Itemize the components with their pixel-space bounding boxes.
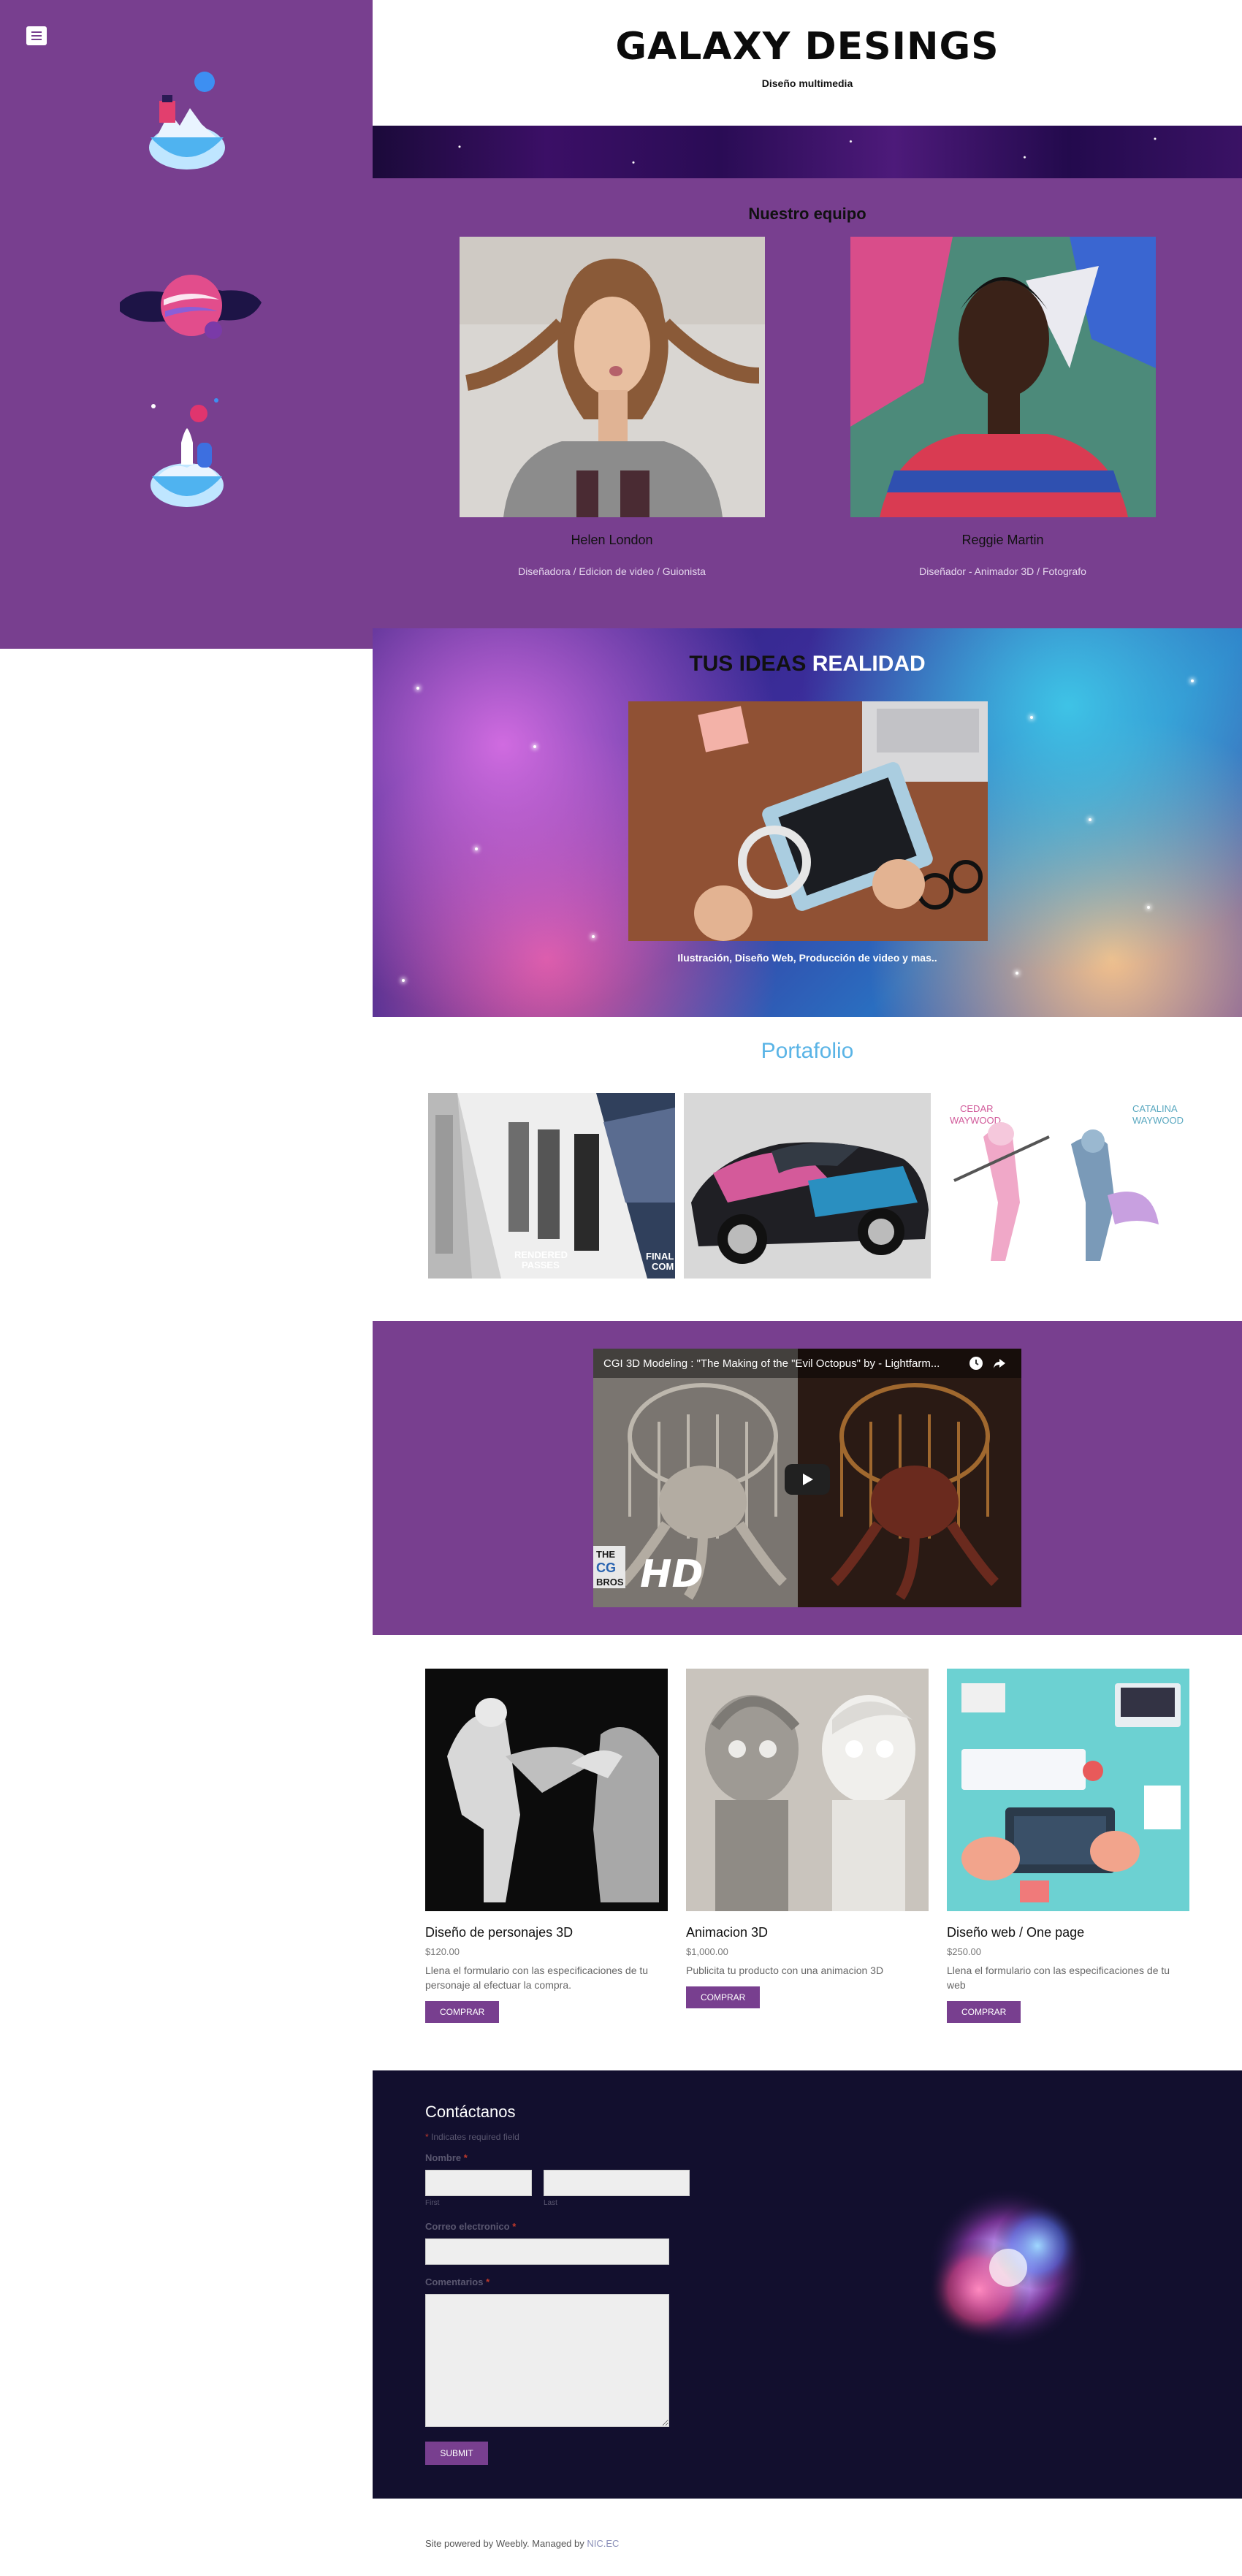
member-photo xyxy=(850,237,1156,517)
buy-button[interactable]: COMPRAR xyxy=(425,2001,500,2023)
email-label: Correo electronico * xyxy=(425,2221,517,2232)
video-thumbnail: THE CG BROS HD xyxy=(593,1349,1021,1607)
member-photo xyxy=(459,237,765,517)
product-name[interactable]: Diseño de personajes 3D xyxy=(425,1925,574,1940)
required-note: * Indicates required field xyxy=(425,2132,519,2142)
hd-badge: HD xyxy=(640,1552,704,1596)
team-member: Reggie Martin Diseñador - Animador 3D / … xyxy=(850,237,1156,577)
hamburger-menu-button[interactable] xyxy=(26,26,47,45)
buy-button[interactable]: COMPRAR xyxy=(947,2001,1021,2023)
site-title[interactable]: GALAXY DESINGS xyxy=(615,25,999,69)
product-price: $250.00 xyxy=(947,1946,981,1957)
contact-title: Contáctanos xyxy=(425,2103,516,2121)
character-label: WAYWOOD xyxy=(950,1115,1001,1126)
site-subtitle: Diseño multimedia xyxy=(761,77,853,89)
product-card: Diseño de personajes 3D $120.00 Llena el… xyxy=(425,1669,668,2023)
character-label: CATALINA xyxy=(1132,1103,1178,1114)
play-button[interactable] xyxy=(785,1464,830,1495)
team-section: Nuestro equipo Helen London Diseñadora /… xyxy=(373,178,1242,628)
renders-label: RENDERED xyxy=(514,1249,568,1260)
product-card: Diseño web / One page $250.00 Llena el f… xyxy=(947,1669,1189,2023)
first-name-input[interactable] xyxy=(425,2170,532,2196)
comments-textarea[interactable] xyxy=(425,2294,669,2427)
contact-section: Contáctanos * Indicates required field N… xyxy=(373,2070,1242,2499)
last-label: Last xyxy=(544,2199,557,2207)
product-name[interactable]: Animacion 3D xyxy=(686,1925,769,1940)
car-render-image xyxy=(684,1093,931,1279)
site-footer: Site powered by Weebly. Managed by NIC.E… xyxy=(425,2538,620,2549)
workspace-image xyxy=(628,701,988,941)
character-label: CEDAR xyxy=(960,1103,994,1114)
hamburger-icon xyxy=(31,31,42,33)
sidebar xyxy=(0,0,373,649)
member-name: Helen London xyxy=(571,533,653,547)
last-name-input[interactable] xyxy=(544,2170,690,2196)
ideas-caption: Ilustración, Diseño Web, Producción de v… xyxy=(677,952,937,964)
ideas-section: TUS IDEAS REALIDAD Ilustración, Diseño W… xyxy=(373,628,1242,1017)
brand-logo-text: THE xyxy=(596,1549,615,1560)
video-section: THE CG BROS HD CGI 3D Modeling : "The Ma… xyxy=(373,1321,1242,1635)
member-name: Reggie Martin xyxy=(961,533,1044,547)
brand-logo-text: BROS xyxy=(596,1577,624,1588)
portfolio-item-renders[interactable]: RENDERED PASSES FINAL COM xyxy=(428,1093,675,1279)
ideas-title: TUS IDEAS REALIDAD xyxy=(689,652,926,676)
submit-button[interactable]: SUBMIT xyxy=(425,2442,488,2465)
brand-logo-text: CG xyxy=(596,1561,616,1575)
team-member: Helen London Diseñadora / Edicion de vid… xyxy=(459,237,765,577)
renders-label: PASSES xyxy=(522,1260,560,1270)
team-title: Nuestro equipo xyxy=(748,205,866,223)
product-image[interactable] xyxy=(947,1669,1189,1911)
character-label: WAYWOOD xyxy=(1132,1115,1184,1126)
portfolio-item-characters[interactable]: CEDAR WAYWOOD CATALINA WAYWOOD xyxy=(940,1093,1186,1279)
portfolio-item-car[interactable] xyxy=(684,1093,931,1279)
product-description: Llena el formulario con las especificaci… xyxy=(425,1965,649,1991)
main-content: GALAXY DESINGS Diseño multimedia Nuestro… xyxy=(373,0,1242,2576)
buy-button[interactable]: COMPRAR xyxy=(686,1986,761,2008)
final-label: COM xyxy=(652,1261,674,1272)
comments-label: Comentarios * xyxy=(425,2276,490,2287)
final-label: FINAL xyxy=(646,1251,674,1262)
member-role: Diseñador - Animador 3D / Fotografo xyxy=(919,565,1086,577)
youtube-video-player[interactable]: THE CG BROS HD CGI 3D Modeling : "The Ma… xyxy=(593,1349,1021,1607)
galaxy-banner xyxy=(373,126,1242,178)
video-title[interactable]: CGI 3D Modeling : "The Making of the "Ev… xyxy=(603,1357,940,1370)
watch-later-icon[interactable] xyxy=(969,1356,983,1371)
product-description: Publicita tu producto con una animacion … xyxy=(686,1965,884,1976)
email-field[interactable] xyxy=(425,2238,669,2265)
renders-image: RENDERED PASSES FINAL COM xyxy=(428,1093,675,1279)
member-role: Diseñadora / Edicion de video / Guionist… xyxy=(518,565,706,577)
product-image[interactable] xyxy=(686,1669,929,1911)
product-description: Llena el formulario con las especificaci… xyxy=(947,1965,1170,1991)
nic-link[interactable]: NIC.EC xyxy=(587,2538,620,2549)
product-image[interactable] xyxy=(425,1669,668,1911)
share-icon[interactable] xyxy=(992,1356,1007,1371)
product-card: Animacion 3D $1,000.00 Publicita tu prod… xyxy=(686,1669,929,2008)
portfolio-title: Portafolio xyxy=(761,1039,854,1063)
portfolio-section: Portafolio RENDERED PASSES FINAL COM xyxy=(373,1017,1242,1321)
site-header: GALAXY DESINGS Diseño multimedia xyxy=(373,0,1242,126)
rocket-island-icon xyxy=(151,398,224,507)
product-name[interactable]: Diseño web / One page xyxy=(947,1925,1085,1940)
planet-icon xyxy=(120,275,262,339)
first-label: First xyxy=(425,2199,440,2207)
characters-image: CEDAR WAYWOOD CATALINA WAYWOOD xyxy=(940,1093,1186,1279)
product-price: $1,000.00 xyxy=(686,1946,728,1957)
floating-island-icon xyxy=(149,72,225,169)
products-section: Diseño de personajes 3D $120.00 Llena el… xyxy=(373,1635,1242,2070)
product-price: $120.00 xyxy=(425,1946,460,1957)
name-label: Nombre * xyxy=(425,2152,468,2163)
nebula-image xyxy=(928,2187,1089,2348)
